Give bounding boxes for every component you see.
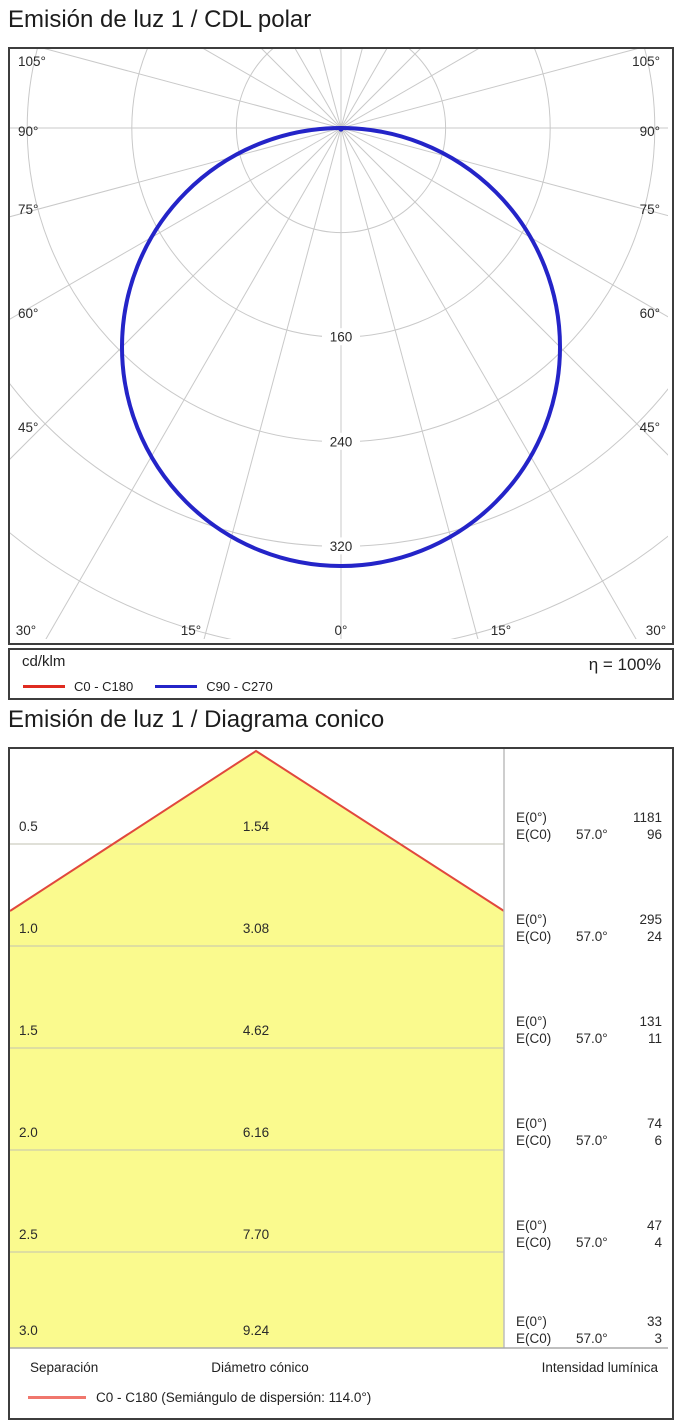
e0-value: 74 [647, 1116, 663, 1131]
separation-column-header: Separación [30, 1360, 99, 1375]
separation-value: 1.0 [19, 921, 38, 936]
e0-label: E(0°) [516, 912, 547, 927]
separation-value: 0.5 [19, 819, 38, 834]
diameter-value: 1.54 [243, 819, 270, 834]
cone-fill [10, 751, 504, 1348]
ec0-value: 6 [654, 1133, 662, 1148]
svg-text:105°: 105° [18, 54, 46, 69]
polar-legend-box: cd/klm η = 100% C0 - C180 C90 - C270 [8, 648, 674, 700]
svg-text:75°: 75° [18, 202, 38, 217]
separation-value: 2.5 [19, 1227, 38, 1242]
svg-text:45°: 45° [640, 420, 660, 435]
e0-value: 295 [639, 912, 662, 927]
ec0-angle: 57.0° [576, 929, 608, 944]
cone-legend: C0 - C180 (Semiángulo de dispersión: 114… [28, 1390, 371, 1405]
e0-label: E(0°) [516, 1014, 547, 1029]
diameter-value: 6.16 [243, 1125, 269, 1140]
e0-value: 1181 [633, 810, 662, 825]
svg-text:320: 320 [330, 539, 353, 554]
svg-text:90°: 90° [18, 124, 38, 139]
svg-text:15°: 15° [491, 623, 511, 638]
ec0-value: 4 [654, 1235, 662, 1250]
ec0-angle: 57.0° [576, 1031, 608, 1046]
ec0-value: 3 [654, 1331, 662, 1346]
polar-legend-row: C0 - C180 C90 - C270 [23, 679, 295, 694]
c0-c180-line-swatch [23, 685, 65, 688]
c90-c270-line-swatch [155, 685, 198, 688]
separation-value: 1.5 [19, 1023, 38, 1038]
e0-label: E(0°) [516, 810, 547, 825]
e0-value: 33 [647, 1314, 662, 1329]
ec0-value: 96 [647, 827, 662, 842]
ec0-label: E(C0) [516, 1235, 551, 1250]
svg-text:0°: 0° [335, 623, 348, 638]
efficiency-label: η = 100% [588, 655, 661, 674]
polar-diagram-canvas: 160 240 320 105° 105° 90° 90° 75° 75° 60° 60° 45° 45… [10, 49, 668, 639]
ec0-value: 24 [647, 929, 663, 944]
c0-c180-line-swatch [28, 1396, 86, 1399]
ec0-angle: 57.0° [576, 1235, 608, 1250]
svg-text:90°: 90° [640, 124, 660, 139]
e0-label: E(0°) [516, 1218, 547, 1233]
svg-text:30°: 30° [646, 623, 666, 638]
svg-text:75°: 75° [640, 202, 660, 217]
separation-value: 2.0 [19, 1125, 38, 1140]
ec0-label: E(C0) [516, 827, 551, 842]
e0-label: E(0°) [516, 1314, 547, 1329]
legend-item-c90-c270: C90 - C270 [155, 679, 273, 694]
polar-angle-labels: 105° 105° 90° 90° 75° 75° 60° 60° 45° 45° 30° 15° 0°… [16, 54, 666, 638]
diameter-value: 7.70 [243, 1227, 269, 1242]
e0-label: E(0°) [516, 1116, 547, 1131]
ec0-label: E(C0) [516, 1331, 551, 1346]
svg-text:15°: 15° [181, 623, 201, 638]
cone-section-title: Emisión de luz 1 / Diagrama conico [8, 706, 385, 733]
ec0-label: E(C0) [516, 1133, 551, 1148]
svg-text:240: 240 [330, 434, 353, 449]
e0-value: 47 [647, 1218, 662, 1233]
diameter-value: 9.24 [243, 1323, 270, 1338]
svg-text:45°: 45° [18, 420, 38, 435]
diameter-value: 3.08 [243, 921, 269, 936]
polar-curves [119, 126, 563, 569]
legend-label: C0 - C180 [74, 679, 134, 694]
legend-label: C90 - C270 [206, 679, 273, 694]
polar-ring-labels: 160 240 320 [322, 328, 360, 555]
legend-item-c0-c180: C0 - C180 [23, 679, 133, 694]
svg-text:160: 160 [330, 330, 353, 345]
separation-value: 3.0 [19, 1323, 38, 1338]
svg-text:60°: 60° [18, 306, 38, 321]
e0-value: 131 [639, 1014, 662, 1029]
svg-text:60°: 60° [640, 306, 660, 321]
ec0-label: E(C0) [516, 1031, 551, 1046]
cone-diagram: 0.5 1.54 E(0°) 1181 E(C0) 57.0° 96 1.0 3.08 E(0°)… [8, 747, 674, 1420]
intensity-column-header: Intensidad lumínica [541, 1360, 658, 1375]
ec0-label: E(C0) [516, 929, 551, 944]
polar-section-title: Emisión de luz 1 / CDL polar [8, 6, 312, 33]
cone-edges [10, 749, 505, 912]
polar-diagram: 160 240 320 105° 105° 90° 90° 75° 75° 60° 60° 45° 45… [8, 47, 674, 645]
ec0-angle: 57.0° [576, 827, 608, 842]
ec0-angle: 57.0° [576, 1331, 608, 1346]
ec0-angle: 57.0° [576, 1133, 608, 1148]
polar-unit-label: cd/klm [22, 653, 66, 670]
svg-text:105°: 105° [632, 54, 660, 69]
cone-legend-label: C0 - C180 (Semiángulo de dispersión: 114… [96, 1390, 372, 1405]
ec0-value: 11 [648, 1031, 662, 1046]
cone-gridlines [10, 843, 504, 1253]
diameter-value: 4.62 [243, 1023, 269, 1038]
diameter-column-header: Diámetro cónico [211, 1360, 309, 1375]
svg-text:30°: 30° [16, 623, 36, 638]
